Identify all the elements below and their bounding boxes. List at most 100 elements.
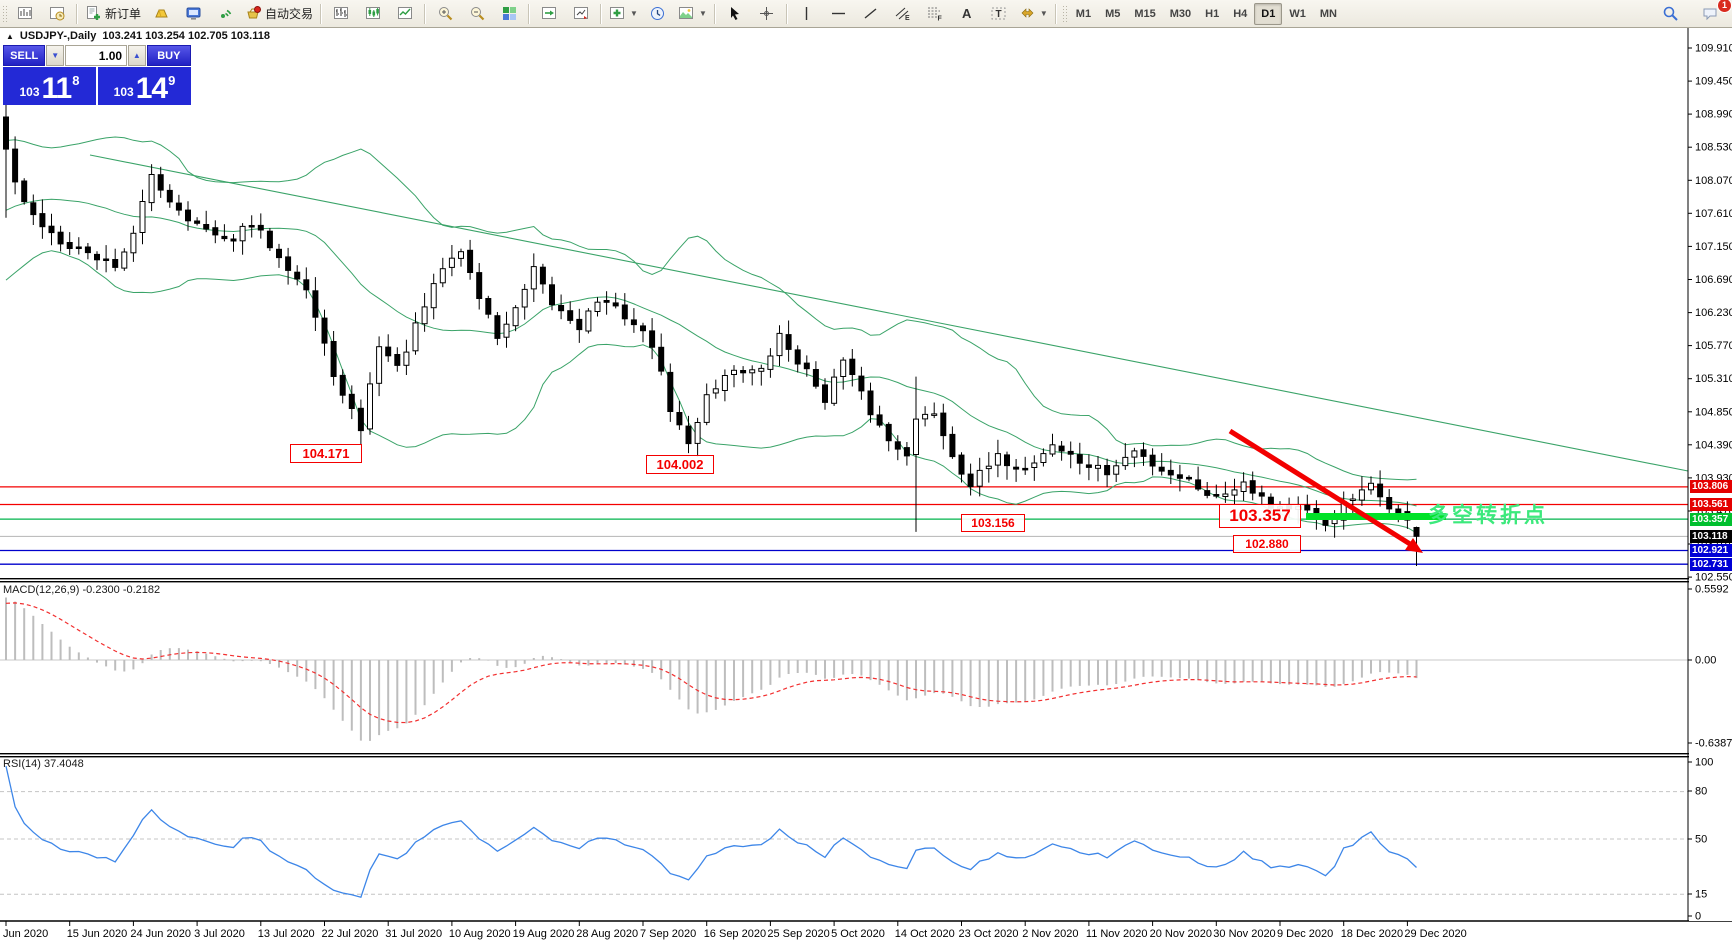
one-click-collapse-icon[interactable]: ▲ xyxy=(6,31,14,41)
timeframe-D1-button[interactable]: D1 xyxy=(1254,2,1283,25)
svg-text:0.00: 0.00 xyxy=(1695,655,1716,667)
toolbar-equidistant-channel-button[interactable]: E xyxy=(887,2,919,26)
svg-text:106.230: 106.230 xyxy=(1695,307,1732,319)
price-annotation-label: 102.880 xyxy=(1233,535,1301,553)
toolbar-horizontal-line-button[interactable] xyxy=(823,2,855,26)
metaeditor-icon xyxy=(153,5,170,22)
ask-price[interactable]: 103 14 9 xyxy=(98,67,191,105)
toolbar-terminal-button[interactable] xyxy=(177,2,209,26)
volume-increase-button[interactable]: ▲ xyxy=(128,45,146,66)
new-chart-icon xyxy=(17,5,34,22)
svg-text:109.450: 109.450 xyxy=(1695,76,1732,88)
toolbar-crosshair-button[interactable] xyxy=(751,2,783,26)
svg-text:104.390: 104.390 xyxy=(1695,439,1732,451)
timeframe-H1-button[interactable]: H1 xyxy=(1205,7,1220,20)
toolbar-auto-scroll-button[interactable] xyxy=(565,2,597,26)
svg-text:7 Sep 2020: 7 Sep 2020 xyxy=(640,928,696,940)
timeframe-W1-button[interactable]: W1 xyxy=(1289,7,1306,20)
toolbar-signals-button[interactable] xyxy=(209,2,241,26)
svg-text:10 Aug 2020: 10 Aug 2020 xyxy=(449,928,511,940)
toolbar-tile-windows-button[interactable] xyxy=(493,2,525,26)
toolbar-new-order-button[interactable]: 新订单 xyxy=(81,2,145,26)
text-label-icon: T xyxy=(990,5,1007,22)
timeframe-M1-button[interactable]: M1 xyxy=(1075,7,1092,20)
volume-input[interactable] xyxy=(65,45,128,66)
svg-text:0: 0 xyxy=(1695,911,1701,923)
toolbar-vertical-line-button[interactable] xyxy=(791,2,823,26)
toolbar-trendline-button[interactable] xyxy=(855,2,887,26)
line-chart-mode-icon xyxy=(397,5,414,22)
toolbar-shapes-button[interactable]: ▼ xyxy=(1015,2,1052,26)
toolbar-new-chart-button[interactable] xyxy=(9,2,41,26)
price-level-chip: 103.561 xyxy=(1690,498,1732,511)
zoom-in-icon xyxy=(437,5,454,22)
fibonacci-icon: F xyxy=(926,5,943,22)
toolbar-chart-shift-button[interactable] xyxy=(533,2,565,26)
svg-text:2 Nov 2020: 2 Nov 2020 xyxy=(1022,928,1078,940)
price-level-chip: 103.806 xyxy=(1690,480,1732,494)
svg-text:15: 15 xyxy=(1695,889,1707,901)
rsi-indicator-label: RSI(14) 37.4048 xyxy=(3,758,84,770)
toolbar-fibonacci-button[interactable]: F xyxy=(919,2,951,26)
toolbar-candle-chart-mode-button[interactable] xyxy=(357,2,389,26)
timeframe-M15-button[interactable]: M15 xyxy=(1134,7,1156,20)
notification-badge: 1 xyxy=(1717,0,1732,13)
svg-text:108.530: 108.530 xyxy=(1695,142,1732,154)
bid-price[interactable]: 103 11 8 xyxy=(3,67,96,105)
toolbar-zoom-out-button[interactable] xyxy=(461,2,493,26)
bar-chart-mode-icon xyxy=(333,5,350,22)
toolbar-profiles-button[interactable] xyxy=(41,2,73,26)
macd-indicator-label: MACD(12,26,9) -0.2300 -0.2182 xyxy=(3,584,161,596)
toolbar: 新订单 自动交易 ▼ ▼ E F A T ▼ M1 M5 M15 M30 H1 H4 D1 W1 MN 1 xyxy=(0,0,1732,28)
price-level-chip: 102.731 xyxy=(1690,557,1732,571)
svg-text:T: T xyxy=(996,9,1002,20)
toolbar-add-indicator-button[interactable]: ▼ xyxy=(605,2,642,26)
toolbar-search-button[interactable] xyxy=(1654,2,1686,26)
svg-text:-0.6387: -0.6387 xyxy=(1695,738,1732,750)
toolbar-cursor-button[interactable] xyxy=(719,2,751,26)
svg-text:16 Sep 2020: 16 Sep 2020 xyxy=(704,928,766,940)
price-axis[interactable] xyxy=(1689,27,1732,921)
toolbar-notifications-button[interactable]: 1 xyxy=(1694,0,1732,26)
timeframe-M5-button[interactable]: M5 xyxy=(1105,7,1121,20)
svg-text:11 Nov 2020: 11 Nov 2020 xyxy=(1086,928,1148,940)
volume-decrease-button[interactable]: ▼ xyxy=(46,45,65,66)
toolbar-zoom-in-button[interactable] xyxy=(429,2,461,26)
svg-text:22 Jul 2020: 22 Jul 2020 xyxy=(322,928,379,940)
tile-windows-icon xyxy=(501,5,518,22)
svg-text:23 Oct 2020: 23 Oct 2020 xyxy=(959,928,1019,940)
trendline-icon xyxy=(862,5,879,22)
toolbar-line-chart-mode-button[interactable] xyxy=(389,2,421,26)
search-icon xyxy=(1662,5,1679,22)
svg-text:105.310: 105.310 xyxy=(1695,373,1732,385)
templates-icon xyxy=(678,5,695,22)
time-axis[interactable] xyxy=(0,923,1688,943)
toolbar-auto-trading-button[interactable]: 自动交易 xyxy=(241,2,317,26)
symbol-ohlc: 103.241 103.254 102.705 103.118 xyxy=(102,30,270,42)
timeframe-MN-button[interactable]: MN xyxy=(1319,7,1337,20)
price-level-chip: 103.118 xyxy=(1690,529,1732,543)
timeframe-H4-button[interactable]: H4 xyxy=(1233,7,1248,20)
svg-text:20 Nov 2020: 20 Nov 2020 xyxy=(1150,928,1212,940)
one-click-trading-panel: SELL ▼ ▲ BUY 103 11 8 103 14 9 xyxy=(3,45,191,105)
zoom-out-icon xyxy=(469,5,486,22)
svg-text:E: E xyxy=(905,15,910,22)
sell-button[interactable]: SELL xyxy=(3,45,46,66)
svg-text:18 Dec 2020: 18 Dec 2020 xyxy=(1341,928,1403,940)
toolbar-text-button[interactable]: A xyxy=(951,2,983,26)
price-annotation-label: 103.357 xyxy=(1219,504,1301,528)
price-annotation-label: 104.171 xyxy=(290,444,362,463)
buy-button[interactable]: BUY xyxy=(146,45,191,66)
toolbar-bar-chart-mode-button[interactable] xyxy=(325,2,357,26)
svg-text:3 Jul 2020: 3 Jul 2020 xyxy=(194,928,245,940)
toolbar-templates-button[interactable]: ▼ xyxy=(674,2,711,26)
timeframe-M30-button[interactable]: M30 xyxy=(1169,7,1192,20)
toolbar-periods-button[interactable] xyxy=(642,2,674,26)
chart-shift-icon xyxy=(541,5,558,22)
toolbar-metaeditor-button[interactable] xyxy=(145,2,177,26)
new-order-icon xyxy=(85,5,102,22)
toolbar-text-label-button[interactable]: T xyxy=(983,2,1015,26)
svg-text:5 Oct 2020: 5 Oct 2020 xyxy=(831,928,885,940)
